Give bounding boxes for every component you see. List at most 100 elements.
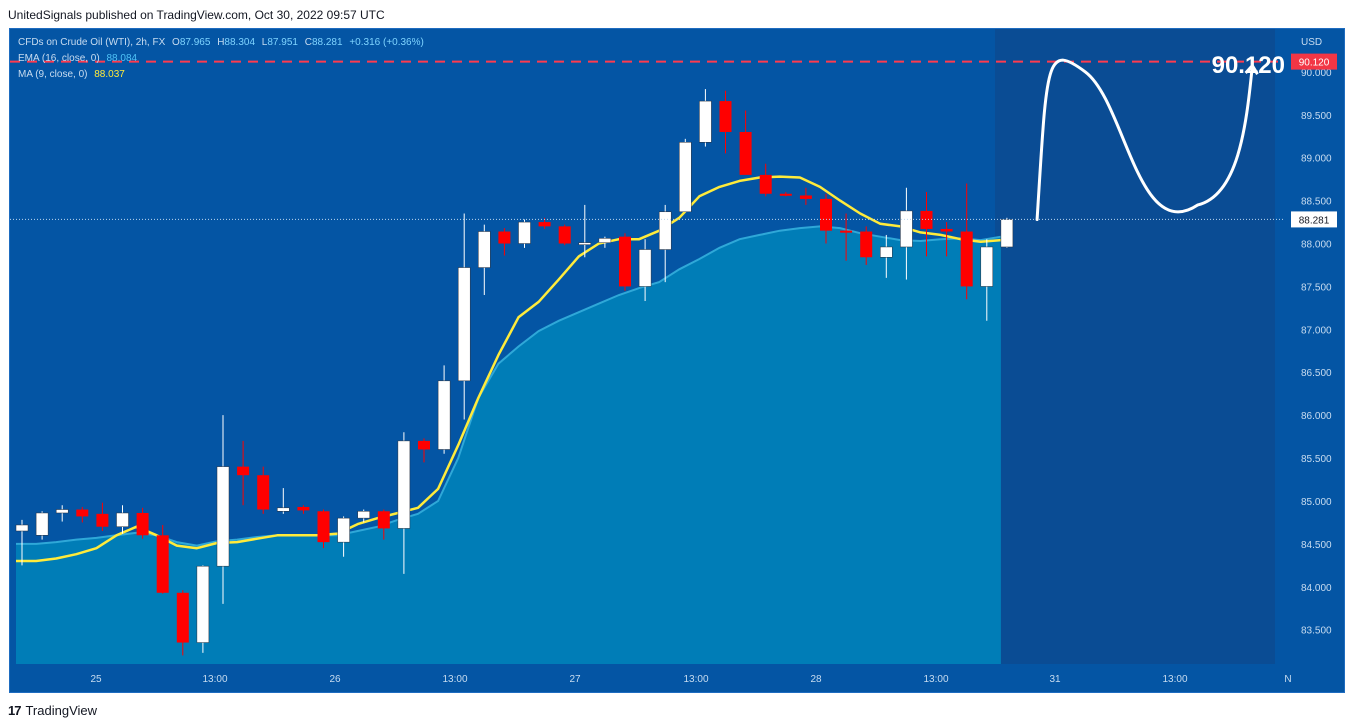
candle-body xyxy=(136,512,149,536)
candle xyxy=(337,516,350,557)
candle-body xyxy=(357,511,370,519)
candle xyxy=(55,505,69,522)
candle xyxy=(739,110,752,175)
candle xyxy=(357,509,370,523)
candle-body xyxy=(558,226,571,244)
candle xyxy=(719,90,732,154)
candle xyxy=(237,440,250,506)
publisher-line: UnitedSignals published on TradingView.c… xyxy=(8,8,385,22)
price-tick-label: 88.500 xyxy=(1301,197,1332,208)
price-tick-label: 89.000 xyxy=(1301,154,1332,165)
candle xyxy=(880,234,893,278)
candle xyxy=(900,187,913,280)
time-tick-label: 13:00 xyxy=(683,674,708,685)
candles xyxy=(15,89,1014,656)
candle xyxy=(35,511,49,540)
svg-text:MA (9, close, 0) 88.03: MA (9, close, 0) 88.037 xyxy=(18,69,125,80)
price-tick-label: 83.500 xyxy=(1301,626,1332,637)
candle xyxy=(598,236,612,248)
time-tick-label: 13:00 xyxy=(442,674,467,685)
legend-close: 88.281 xyxy=(312,37,343,48)
time-tick-label: N xyxy=(1284,674,1291,685)
target-price-tag-bg xyxy=(1291,53,1337,70)
candle-body xyxy=(679,142,692,213)
target-annotation: 90.120 xyxy=(1212,52,1285,79)
candle xyxy=(860,226,873,265)
candle-body xyxy=(35,512,49,536)
candle-body xyxy=(297,506,310,511)
candle-body xyxy=(317,511,330,543)
ma-line xyxy=(16,175,1002,563)
legend-open: 87.965 xyxy=(180,37,211,48)
price-tick-label: 85.000 xyxy=(1301,497,1332,508)
candle-body xyxy=(116,512,129,527)
price-tick-label: 84.500 xyxy=(1301,540,1332,551)
time-tick-label: 27 xyxy=(569,674,581,685)
candle-body xyxy=(377,511,390,529)
price-tick-label: 85.500 xyxy=(1301,454,1332,465)
price-tick-label: 86.500 xyxy=(1301,368,1332,379)
price-tick-label: 84.000 xyxy=(1301,583,1332,594)
candle-body xyxy=(176,592,189,643)
legend: CFDs on Crude Oil (WTI), 2h, FX O87.965 … xyxy=(18,37,424,80)
candle-body xyxy=(76,509,89,517)
candle-body xyxy=(779,193,792,196)
projection-curve xyxy=(1035,58,1252,221)
current-price-tag-label: 88.281 xyxy=(1299,215,1330,226)
svg-text:CFDs on Crude Oil (WTI), 2h, F: CFDs on Crude Oil (WTI), 2h, FX O87.965 … xyxy=(18,37,424,48)
candle xyxy=(980,239,994,321)
candle xyxy=(437,365,451,454)
candle xyxy=(478,224,491,296)
candle-body xyxy=(719,101,732,132)
candle-body xyxy=(418,440,430,450)
candle xyxy=(196,565,210,653)
time-tick-label: 26 xyxy=(329,674,341,685)
price-tick-label: 90.000 xyxy=(1301,68,1332,79)
candle xyxy=(840,213,853,261)
candle xyxy=(257,466,270,514)
current-price-tag-bg xyxy=(1291,211,1337,228)
candle xyxy=(638,239,652,302)
candle-body xyxy=(237,466,250,476)
candle-body xyxy=(196,565,210,643)
candle-body xyxy=(55,509,69,514)
candle-body xyxy=(900,210,913,248)
candlestick-chart[interactable]: 90.000 89.500 89.000 88.500 88.000 87.500 87.0… xyxy=(10,29,1344,692)
candle-body xyxy=(96,513,109,527)
candle-body xyxy=(277,507,290,512)
price-tick-label: 88.000 xyxy=(1301,240,1332,251)
candle-body xyxy=(739,131,752,175)
candle xyxy=(779,192,792,197)
tradingview-mark-icon: 17 xyxy=(8,703,22,718)
candle xyxy=(156,524,169,594)
tradingview-logo[interactable]: 17 TradingView xyxy=(8,703,97,718)
candle xyxy=(136,507,149,539)
candle xyxy=(317,509,330,549)
candle xyxy=(960,183,973,300)
candle-body xyxy=(638,249,652,287)
candle-body xyxy=(397,440,411,529)
candle xyxy=(940,222,953,257)
candle-body xyxy=(840,230,853,233)
candle-body xyxy=(498,231,511,244)
target-price-tag: 90.120 xyxy=(1291,53,1337,70)
candle-body xyxy=(860,231,873,258)
candle xyxy=(15,519,29,566)
time-axis-bg xyxy=(10,664,1344,692)
candle-body xyxy=(820,198,832,231)
current-price-tag: 88.281 xyxy=(1291,211,1337,228)
price-tick-label: 87.500 xyxy=(1301,282,1332,293)
ma-line-layer xyxy=(16,175,1002,563)
price-axis-area xyxy=(1285,29,1344,692)
candle xyxy=(457,213,471,420)
candle xyxy=(377,509,390,540)
candle-body xyxy=(156,535,169,593)
currency-label: USD xyxy=(1301,37,1322,48)
projection-path xyxy=(1035,58,1252,221)
candle-body xyxy=(518,221,531,244)
time-axis: 25 13:00 26 13:00 27 13:00 28 13:00 31 13:00 N xyxy=(10,664,1344,692)
candle xyxy=(1000,217,1014,248)
future-zone xyxy=(995,29,1275,664)
candle-body xyxy=(759,174,772,194)
chart-panel[interactable]: 90.000 89.500 89.000 88.500 88.000 87.500 87.0… xyxy=(9,28,1345,693)
